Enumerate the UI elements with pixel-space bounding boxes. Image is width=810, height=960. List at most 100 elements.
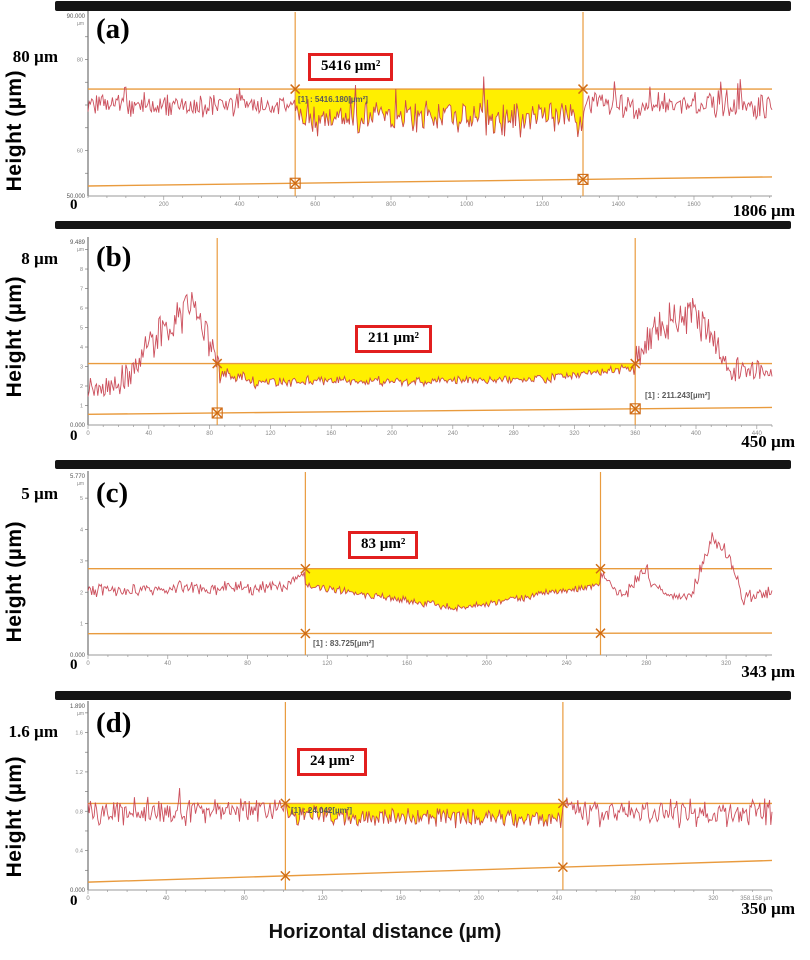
svg-text:200: 200 bbox=[482, 661, 493, 667]
svg-text:400: 400 bbox=[234, 202, 245, 208]
svg-text:280: 280 bbox=[641, 661, 652, 667]
x-end-label-c: 343 µm bbox=[741, 662, 795, 681]
svg-text:160: 160 bbox=[326, 431, 337, 437]
panel-plot-(a): 200 400 600 800 1000 1200 1400 1600 80 60 90.000µm… bbox=[67, 11, 773, 208]
svg-text:1: 1 bbox=[80, 404, 83, 410]
svg-text:6: 6 bbox=[80, 306, 83, 312]
svg-text:2: 2 bbox=[80, 384, 83, 390]
measurement-readout-b: [1] : 211.243[µm²] bbox=[645, 391, 711, 400]
x-origin-label-b: 0 bbox=[70, 428, 78, 444]
scale-label-b: 8 µm bbox=[21, 249, 58, 268]
svg-text:240: 240 bbox=[562, 661, 573, 667]
measurement-readout-d: [1] : 24.042[µm²] bbox=[291, 806, 353, 815]
measurement-readout-c: [1] : 83.725[µm²] bbox=[313, 639, 375, 648]
panel-plot-(b): 0 40 80 120 160 200 240 280 320 360 400 440 1 2 3 4 5 6 7 8… bbox=[70, 237, 773, 437]
svg-text:7: 7 bbox=[80, 287, 83, 293]
svg-text:360: 360 bbox=[630, 431, 641, 437]
y-axis-title-d: Height (µm) bbox=[3, 756, 26, 878]
svg-text:8: 8 bbox=[80, 267, 83, 273]
svg-text:160: 160 bbox=[396, 896, 407, 902]
panel-letter-d: (d) bbox=[96, 707, 132, 739]
svg-text:4: 4 bbox=[80, 528, 83, 534]
area-value-a: 5416 µm² bbox=[321, 58, 381, 74]
x-end-label-b: 450 µm bbox=[741, 432, 795, 451]
svg-text:0.4: 0.4 bbox=[75, 849, 83, 855]
svg-text:40: 40 bbox=[164, 661, 171, 667]
svg-text:40: 40 bbox=[163, 896, 170, 902]
svg-text:0.8: 0.8 bbox=[75, 809, 83, 815]
scale-label-c: 5 µm bbox=[21, 484, 58, 503]
svg-text:µm: µm bbox=[77, 247, 84, 253]
svg-text:320: 320 bbox=[708, 896, 719, 902]
x-axis-title: Horizontal distance (µm) bbox=[268, 921, 502, 943]
svg-text:120: 120 bbox=[265, 431, 276, 437]
svg-text:80: 80 bbox=[241, 896, 248, 902]
svg-text:0.000: 0.000 bbox=[70, 423, 86, 429]
svg-text:120: 120 bbox=[322, 661, 333, 667]
svg-text:5: 5 bbox=[80, 496, 83, 502]
svg-text:80: 80 bbox=[77, 58, 83, 64]
svg-text:160: 160 bbox=[402, 661, 413, 667]
svg-text:3: 3 bbox=[80, 559, 83, 565]
svg-text:µm: µm bbox=[77, 481, 84, 487]
svg-text:3: 3 bbox=[80, 365, 83, 371]
svg-text:1600: 1600 bbox=[687, 202, 701, 208]
area-value-c: 83 µm² bbox=[361, 536, 406, 552]
panel-separator-bar bbox=[55, 221, 791, 229]
y-axis-title-c: Height (µm) bbox=[3, 521, 26, 643]
svg-text:µm: µm bbox=[77, 711, 84, 717]
area-annotation-b: 211 µm² bbox=[355, 325, 433, 353]
svg-text:µm: µm bbox=[77, 21, 84, 27]
panel-letter-a: (a) bbox=[96, 13, 130, 45]
svg-text:2: 2 bbox=[80, 590, 83, 596]
x-end-label-d: 350 µm bbox=[741, 899, 795, 918]
svg-text:9.489: 9.489 bbox=[70, 240, 86, 246]
panel-separator-bar bbox=[55, 1, 791, 11]
svg-text:5: 5 bbox=[80, 326, 83, 332]
panel-separator-bar bbox=[55, 691, 791, 700]
svg-text:800: 800 bbox=[386, 202, 397, 208]
panel-letter-c: (c) bbox=[96, 477, 129, 509]
scale-label-d: 1.6 µm bbox=[8, 722, 58, 741]
x-origin-label-d: 0 bbox=[70, 893, 78, 909]
svg-text:320: 320 bbox=[721, 661, 732, 667]
svg-text:400: 400 bbox=[691, 431, 702, 437]
svg-text:0: 0 bbox=[86, 431, 90, 437]
scale-label-a: 80 µm bbox=[12, 47, 58, 66]
svg-text:600: 600 bbox=[310, 202, 321, 208]
svg-text:90.000: 90.000 bbox=[67, 14, 86, 20]
y-axis-title-a: Height (µm) bbox=[3, 70, 26, 192]
svg-text:80: 80 bbox=[244, 661, 251, 667]
measurement-readout-a: [1] : 5416.180[µm²] bbox=[298, 95, 368, 104]
svg-text:1000: 1000 bbox=[460, 202, 474, 208]
svg-text:0: 0 bbox=[86, 896, 90, 902]
area-annotation-d: 24 µm² bbox=[297, 748, 368, 776]
x-origin-label-c: 0 bbox=[70, 657, 78, 673]
y-axis-title-b: Height (µm) bbox=[3, 276, 26, 398]
svg-text:4: 4 bbox=[80, 345, 83, 351]
svg-text:280: 280 bbox=[630, 896, 641, 902]
svg-text:1200: 1200 bbox=[536, 202, 550, 208]
svg-text:240: 240 bbox=[552, 896, 563, 902]
svg-text:1: 1 bbox=[80, 622, 83, 628]
area-value-d: 24 µm² bbox=[310, 753, 355, 769]
area-annotation-c: 83 µm² bbox=[348, 531, 419, 559]
svg-text:0.000: 0.000 bbox=[70, 653, 86, 659]
area-value-b: 211 µm² bbox=[368, 330, 420, 346]
svg-text:280: 280 bbox=[509, 431, 520, 437]
panel-separator-bar bbox=[55, 460, 791, 469]
svg-text:200: 200 bbox=[387, 431, 398, 437]
panel-plot-(d): 0 40 80 120 160 200 240 280 320 358.158 µm 0.4 0.8 1… bbox=[70, 701, 773, 902]
svg-text:1.6: 1.6 bbox=[75, 731, 83, 737]
svg-text:200: 200 bbox=[474, 896, 485, 902]
svg-text:50.000: 50.000 bbox=[67, 194, 86, 200]
area-annotation-a: 5416 µm² bbox=[308, 53, 394, 81]
svg-text:200: 200 bbox=[159, 202, 170, 208]
svg-text:80: 80 bbox=[206, 431, 213, 437]
svg-text:40: 40 bbox=[145, 431, 152, 437]
svg-text:1.890: 1.890 bbox=[70, 704, 86, 710]
svg-text:320: 320 bbox=[569, 431, 580, 437]
